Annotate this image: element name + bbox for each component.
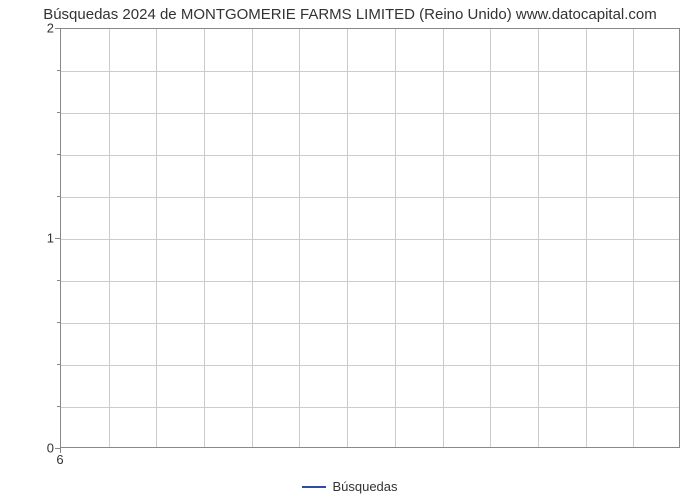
x-tick-label: 6 — [56, 452, 63, 467]
gridline-v — [633, 29, 634, 447]
y-minor-tick — [57, 154, 60, 155]
gridline-v — [538, 29, 539, 447]
chart-title: Búsquedas 2024 de MONTGOMERIE FARMS LIMI… — [0, 6, 700, 23]
gridline-v — [204, 29, 205, 447]
legend: Búsquedas — [0, 478, 700, 494]
y-minor-tick — [57, 196, 60, 197]
y-minor-tick — [57, 406, 60, 407]
gridline-v — [395, 29, 396, 447]
y-minor-tick — [57, 70, 60, 71]
y-tick-label: 0 — [14, 441, 54, 456]
y-tick-label: 1 — [14, 231, 54, 246]
plot-area — [60, 28, 680, 448]
x-tick-mark — [60, 448, 61, 453]
y-minor-tick — [57, 280, 60, 281]
gridline-v — [109, 29, 110, 447]
y-tick-mark — [55, 238, 60, 239]
chart-container: Búsquedas 2024 de MONTGOMERIE FARMS LIMI… — [0, 0, 700, 500]
gridline-v — [347, 29, 348, 447]
y-minor-tick — [57, 364, 60, 365]
gridline-v — [299, 29, 300, 447]
legend-line — [302, 486, 326, 488]
y-minor-tick — [57, 112, 60, 113]
gridline-v — [586, 29, 587, 447]
gridline-v — [443, 29, 444, 447]
gridline-v — [490, 29, 491, 447]
gridline-v — [156, 29, 157, 447]
y-tick-mark — [55, 28, 60, 29]
legend-label: Búsquedas — [332, 479, 397, 494]
y-tick-label: 2 — [14, 21, 54, 36]
y-minor-tick — [57, 322, 60, 323]
gridline-v — [252, 29, 253, 447]
